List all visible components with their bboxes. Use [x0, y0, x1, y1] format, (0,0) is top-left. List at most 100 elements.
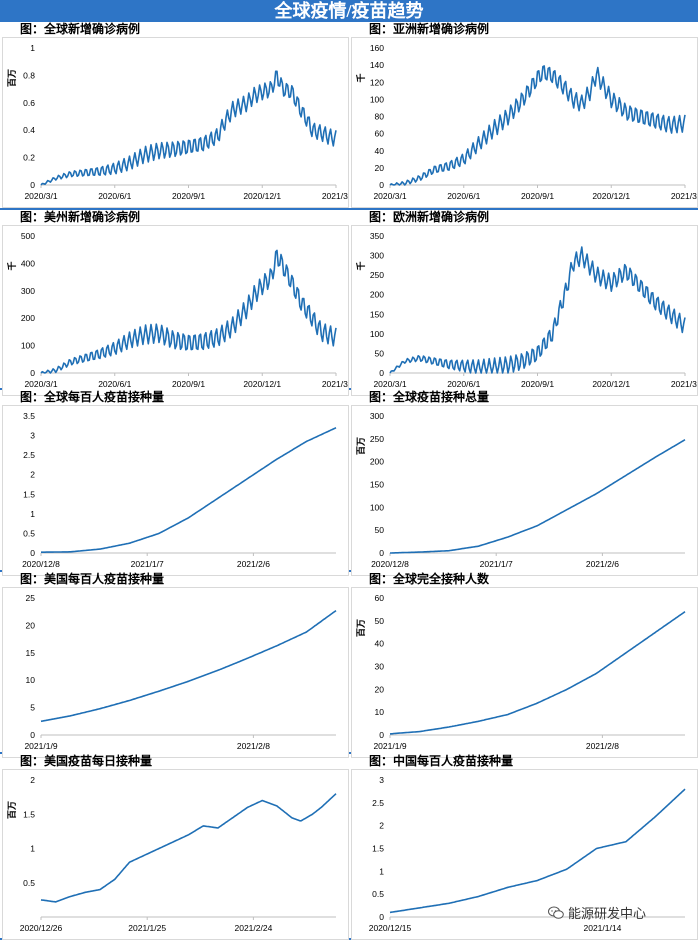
chart-title: 图：美州新增确诊病例: [20, 210, 141, 224]
chart-panel-c6: 图：美国每百人疫苗接种量 0 5 10 15 20 25 2021/1/9 2021/2/8: [0, 572, 349, 760]
chart-svg: 0 100 200 300 400 500 千 2020/3/1 2020/6/1 2020/9/…: [6, 231, 351, 389]
chart-svg: 0 0.2 0.4 0.6 0.8 1 百万 2020/3/1 2020/6/1 2020/9/1…: [7, 43, 351, 201]
y-tick-label: 2: [379, 821, 384, 831]
x-tick-label: 2021/1/7: [480, 559, 513, 569]
banner-title: 全球疫情/疫苗趋势: [274, 1, 424, 21]
y-tick-label: 100: [370, 502, 384, 512]
wechat-icon: [548, 906, 564, 919]
y-tick-label: 0.5: [23, 878, 35, 888]
chart-svg: 0 5 10 15 20 25 2021/1/9 2021/2/8: [24, 593, 337, 751]
watermark: 能源研发中心: [548, 903, 646, 922]
y-tick-label: 0: [379, 912, 384, 922]
y-tick-label: 0: [30, 730, 35, 740]
x-tick-label: 2021/2/6: [237, 559, 270, 569]
x-tick-label: 2021/3/: [322, 379, 348, 389]
y-tick-label: 2: [30, 775, 35, 785]
page-banner: 全球疫情/疫苗趋势: [0, 0, 698, 22]
y-tick-label: 50: [375, 348, 385, 358]
y-tick-label: 0: [30, 180, 35, 190]
series-line: [40, 793, 337, 903]
x-tick-label: 2020/3/1: [373, 191, 406, 201]
chart-title: 图：全球每百人疫苗接种量: [20, 390, 165, 404]
chart-area: 0 50 100 150 200 250 300 350 千 2020/3/1 2020/6/1 20…: [351, 225, 698, 396]
y-tick-label: 20: [375, 684, 385, 694]
y-tick-label: 100: [370, 329, 384, 339]
x-tick-label: 2021/1/9: [24, 741, 57, 751]
x-tick-label: 2021/2/24: [234, 923, 272, 933]
y-axis-label: 千: [355, 73, 366, 82]
series-line: [390, 439, 686, 554]
y-tick-label: 1: [379, 866, 384, 876]
y-tick-label: 3.5: [23, 411, 35, 421]
chart-title: 图：全球疫苗接种总量: [369, 390, 490, 404]
y-tick-label: 0: [379, 548, 384, 558]
y-tick-label: 60: [375, 593, 385, 603]
y-tick-label: 300: [370, 411, 384, 421]
y-axis-label: 百万: [7, 801, 17, 819]
x-tick-label: 2020/6/1: [447, 191, 480, 201]
y-tick-label: 0.4: [23, 125, 35, 135]
y-tick-label: 0: [30, 548, 35, 558]
y-tick-label: 1.5: [23, 809, 35, 819]
chart-svg: 0 50 100 150 200 250 300 350 千 2020/3/1 2020/6/1 20…: [355, 231, 698, 389]
y-tick-label: 1.5: [23, 489, 35, 499]
chart-area: 0 10 20 30 40 50 60 百万 2021/1/9 2021/2/8: [351, 587, 698, 758]
y-tick-label: 5: [30, 703, 35, 713]
chart-panel-c8: 图：美国疫苗每日接种量 0.5 1 1.5 2 百万 2020/12/26 2021/1/25…: [0, 754, 349, 942]
y-tick-label: 1: [30, 844, 35, 854]
x-tick-label: 2020/12/1: [243, 379, 281, 389]
row-separator: [0, 388, 698, 390]
series-line: [40, 70, 337, 186]
y-tick-label: 2.5: [23, 450, 35, 460]
y-tick-label: 20: [375, 163, 385, 173]
y-tick-label: 30: [375, 662, 385, 672]
y-tick-label: 200: [370, 457, 384, 467]
y-tick-label: 0: [30, 368, 35, 378]
x-tick-label: 2020/3/1: [373, 379, 406, 389]
chart-area: 0 0.2 0.4 0.6 0.8 1 百万 2020/3/1 2020/6/1 2020/9/1…: [2, 37, 351, 208]
x-tick-label: 2020/9/1: [172, 379, 205, 389]
chart-panel-c2: 图：美州新增确诊病例 0 100 200 300 400 500 千 2020/3/1 2020/…: [0, 210, 351, 398]
x-tick-label: 2021/3/: [322, 191, 348, 201]
y-tick-label: 150: [370, 480, 384, 490]
y-tick-label: 15: [26, 648, 36, 658]
series-line: [40, 609, 337, 723]
y-tick-label: 40: [375, 146, 385, 156]
chart-panel-c0: 图：全球新增确诊病例 0 0.2 0.4 0.6 0.8 1 百万 2020/3/1 2020/6…: [0, 22, 351, 210]
y-axis-label: 百万: [356, 437, 366, 455]
y-tick-label: 140: [370, 60, 384, 70]
chart-title: 图：亚洲新增确诊病例: [369, 22, 490, 36]
chart-svg: 0 10 20 30 40 50 60 百万 2021/1/9 2021/2/8: [356, 593, 686, 751]
chart-svg: 0.5 1 1.5 2 百万 2020/12/26 2021/1/25 2021/2/24: [7, 775, 337, 933]
y-tick-label: 10: [26, 675, 36, 685]
chart-panel-c5: 图：全球疫苗接种总量 0 50 100 150 200 250 300 百万 2020/12/8 2…: [349, 390, 698, 578]
y-tick-label: 250: [370, 270, 384, 280]
y-tick-label: 2.5: [372, 798, 384, 808]
y-axis-label: 千: [355, 261, 366, 270]
y-tick-label: 3: [30, 431, 35, 441]
x-tick-label: 2020/9/1: [521, 379, 554, 389]
chart-area: 0 20 40 60 80 100 120 140 160 千 2020/3/1 2020/6/1 20…: [351, 37, 698, 208]
x-tick-label: 2021/2/6: [586, 559, 619, 569]
chart-svg: 0 50 100 150 200 250 300 百万 2020/12/8 2021/1/7 202…: [356, 411, 686, 569]
x-tick-label: 2020/9/1: [521, 191, 554, 201]
y-tick-label: 150: [370, 309, 384, 319]
y-tick-label: 0: [379, 730, 384, 740]
chart-panel-c3: 图：欧洲新增确诊病例 0 50 100 150 200 250 300 350 千 2020/3/1…: [349, 210, 698, 398]
y-tick-label: 25: [26, 593, 36, 603]
y-tick-label: 120: [370, 77, 384, 87]
y-tick-label: 3: [379, 775, 384, 785]
chart-area: 0 5 10 15 20 25 2021/1/9 2021/2/8: [2, 587, 349, 758]
y-tick-label: 50: [375, 616, 385, 626]
x-tick-label: 2020/3/1: [24, 191, 57, 201]
chart-title: 图：全球新增确诊病例: [20, 22, 141, 36]
x-tick-label: 2020/6/1: [447, 379, 480, 389]
y-tick-label: 100: [370, 94, 384, 104]
x-tick-label: 2021/2/8: [237, 741, 270, 751]
y-tick-label: 80: [375, 112, 385, 122]
x-tick-label: 2020/6/1: [98, 191, 131, 201]
row-separator: [0, 752, 698, 754]
y-tick-label: 250: [370, 434, 384, 444]
y-tick-label: 20: [26, 620, 36, 630]
chart-area: 0 50 100 150 200 250 300 百万 2020/12/8 2021/1/7 202…: [351, 405, 698, 576]
